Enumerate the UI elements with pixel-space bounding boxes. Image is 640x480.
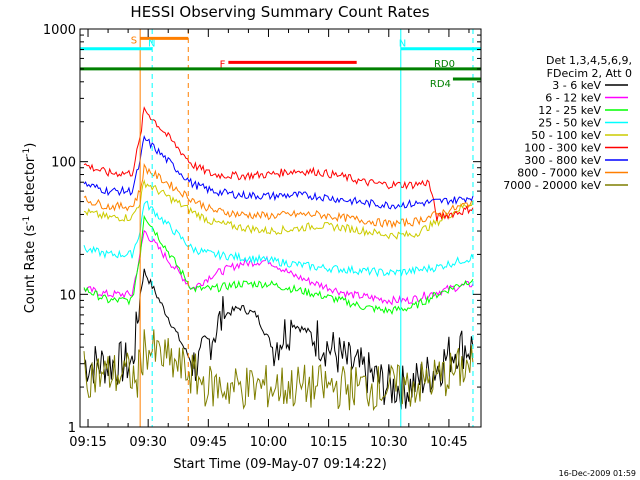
legend-label: 6 - 12 keV bbox=[545, 92, 601, 105]
x-tick-label: 09:45 bbox=[190, 435, 227, 450]
annotation-label-4: RD0 bbox=[434, 59, 455, 70]
series-line-0 bbox=[83, 268, 474, 410]
series-line-1 bbox=[83, 229, 474, 306]
x-tick-label: 10:30 bbox=[370, 435, 407, 450]
footer-date: 16-Dec-2009 01:59 bbox=[559, 469, 636, 478]
legend-label: 100 - 300 keV bbox=[524, 142, 601, 155]
x-tick-label: 09:15 bbox=[69, 435, 106, 450]
annotation-label-2: N bbox=[399, 39, 406, 50]
x-axis-ticks: 09:15 09:30 09:45 10:00 10:15 10:30 10:45 bbox=[69, 29, 470, 450]
annotation-label-3: F bbox=[220, 59, 226, 70]
y-tick-label: 10 bbox=[59, 288, 76, 303]
x-tick-label: 10:00 bbox=[250, 435, 287, 450]
annotation-label-0: S bbox=[131, 35, 137, 46]
legend-label: 800 - 7000 keV bbox=[517, 167, 601, 180]
legend-label: 12 - 25 keV bbox=[538, 104, 601, 117]
x-axis-label: Start Time (09-May-07 09:14:22) bbox=[173, 457, 387, 472]
annotation-label-1: N bbox=[148, 39, 155, 50]
series-line-8 bbox=[83, 329, 474, 412]
plot-frame bbox=[79, 28, 482, 428]
y-tick-label: 1000 bbox=[43, 23, 76, 38]
legend-label: 300 - 800 keV bbox=[524, 154, 601, 167]
y-tick-label: 100 bbox=[51, 156, 76, 171]
series-line-2 bbox=[83, 214, 474, 315]
x-tick-label: 10:45 bbox=[430, 435, 467, 450]
legend-label: 25 - 50 keV bbox=[538, 117, 601, 130]
series-line-7 bbox=[83, 162, 474, 229]
legend: Det 1,3,4,5,6,9,FDecim 2, Att 03 - 6 keV… bbox=[503, 54, 632, 192]
legend-header: FDecim 2, Att 0 bbox=[547, 67, 632, 80]
legend-label: 50 - 100 keV bbox=[531, 129, 601, 142]
y-axis-ticks: 1 10 100 1000 bbox=[43, 23, 481, 436]
y-axis-label: Count Rate (s-1 detector-1) bbox=[22, 143, 38, 314]
series-line-3 bbox=[83, 200, 474, 278]
legend-label: 3 - 6 keV bbox=[552, 79, 601, 92]
legend-header: Det 1,3,4,5,6,9, bbox=[546, 54, 632, 67]
x-tick-label: 10:15 bbox=[310, 435, 347, 450]
series-line-6 bbox=[83, 135, 474, 210]
series-line-5 bbox=[83, 106, 474, 221]
legend-label: 7000 - 20000 keV bbox=[503, 179, 601, 192]
annotation-label-5: RD4 bbox=[430, 79, 451, 90]
chart-title: HESSI Observing Summary Count Rates bbox=[130, 3, 429, 21]
y-tick-label: 1 bbox=[68, 421, 76, 436]
x-tick-label: 09:30 bbox=[129, 435, 166, 450]
series-line-4 bbox=[83, 179, 474, 240]
